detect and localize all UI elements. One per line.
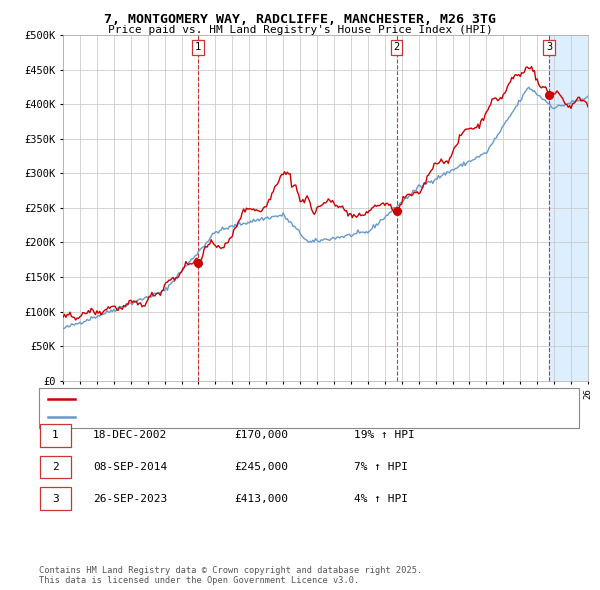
Text: £245,000: £245,000 — [234, 463, 288, 472]
Text: 18-DEC-2002: 18-DEC-2002 — [93, 431, 167, 440]
Text: This data is licensed under the Open Government Licence v3.0.: This data is licensed under the Open Gov… — [39, 576, 359, 585]
Text: 4% ↑ HPI: 4% ↑ HPI — [354, 494, 408, 503]
Text: 3: 3 — [52, 494, 59, 503]
Text: £170,000: £170,000 — [234, 431, 288, 440]
Bar — [549, 35, 588, 381]
Text: £413,000: £413,000 — [234, 494, 288, 503]
Text: 1: 1 — [52, 431, 59, 440]
Text: 7, MONTGOMERY WAY, RADCLIFFE, MANCHESTER, M26 3TG: 7, MONTGOMERY WAY, RADCLIFFE, MANCHESTER… — [104, 13, 496, 26]
Text: Contains HM Land Registry data © Crown copyright and database right 2025.: Contains HM Land Registry data © Crown c… — [39, 566, 422, 575]
Text: 19% ↑ HPI: 19% ↑ HPI — [354, 431, 415, 440]
Text: 1: 1 — [194, 42, 201, 53]
Text: 7% ↑ HPI: 7% ↑ HPI — [354, 463, 408, 472]
Text: 7, MONTGOMERY WAY, RADCLIFFE, MANCHESTER, M26 3TG (detached house): 7, MONTGOMERY WAY, RADCLIFFE, MANCHESTER… — [81, 394, 469, 404]
Text: 2: 2 — [52, 463, 59, 472]
Text: 2: 2 — [394, 42, 400, 53]
Text: 26-SEP-2023: 26-SEP-2023 — [93, 494, 167, 503]
Text: 3: 3 — [546, 42, 553, 53]
Text: Price paid vs. HM Land Registry's House Price Index (HPI): Price paid vs. HM Land Registry's House … — [107, 25, 493, 35]
Text: HPI: Average price, detached house, Bury: HPI: Average price, detached house, Bury — [81, 411, 316, 421]
Text: 08-SEP-2014: 08-SEP-2014 — [93, 463, 167, 472]
